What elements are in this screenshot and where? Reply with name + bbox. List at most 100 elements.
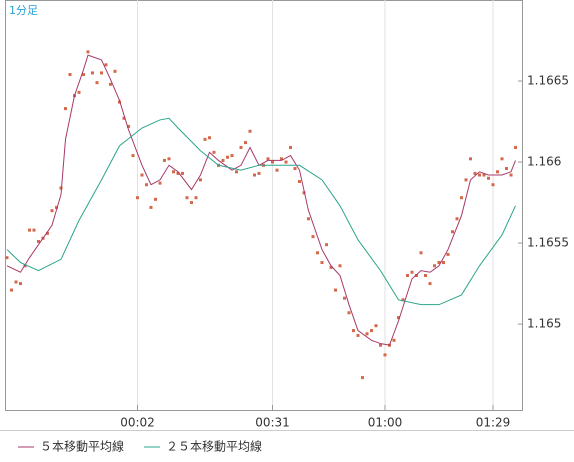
price-dot bbox=[181, 171, 184, 175]
price-dot bbox=[253, 173, 256, 177]
price-dot bbox=[212, 150, 216, 154]
price-dot bbox=[361, 376, 364, 380]
price-dot bbox=[32, 228, 36, 232]
price-dot bbox=[82, 73, 85, 77]
price-dot bbox=[491, 183, 495, 187]
price-dot bbox=[199, 178, 202, 182]
price-dot bbox=[352, 329, 355, 333]
price-dot bbox=[325, 243, 328, 247]
price-dot bbox=[514, 145, 517, 149]
price-dot bbox=[455, 217, 459, 221]
price-dot bbox=[95, 81, 99, 85]
y-tick-label: 1.1655 bbox=[527, 236, 569, 250]
price-dot bbox=[365, 332, 369, 336]
price-dot bbox=[487, 176, 490, 180]
price-dot bbox=[509, 173, 513, 177]
price-dot bbox=[284, 160, 288, 164]
price-dot bbox=[428, 282, 432, 286]
price-dot bbox=[91, 71, 94, 75]
price-dot bbox=[140, 173, 144, 177]
price-dot bbox=[419, 251, 423, 255]
price-dot bbox=[167, 157, 171, 161]
price-dot bbox=[149, 205, 153, 209]
price-dot bbox=[176, 171, 180, 175]
legend-label: ５本移動平均線 bbox=[40, 439, 124, 454]
price-dot bbox=[343, 296, 346, 300]
price-dot bbox=[275, 168, 279, 172]
price-dot bbox=[334, 288, 337, 292]
price-dot bbox=[5, 256, 9, 260]
price-dot bbox=[239, 145, 243, 149]
price-dot bbox=[383, 353, 387, 357]
price-dot bbox=[244, 141, 247, 145]
moving-average-line bbox=[6, 117, 516, 306]
price-dot bbox=[338, 264, 342, 268]
price-dot bbox=[136, 196, 139, 200]
price-dot bbox=[266, 157, 270, 161]
price-dot bbox=[307, 217, 310, 221]
price-dot bbox=[248, 129, 252, 133]
plot-area bbox=[5, 0, 523, 411]
price-dot bbox=[163, 158, 166, 162]
price-dot bbox=[392, 338, 396, 342]
price-dot bbox=[464, 178, 468, 182]
price-dot bbox=[158, 181, 162, 185]
price-dot bbox=[68, 73, 72, 77]
price-dot bbox=[401, 298, 405, 302]
y-tick-label: 1.166 bbox=[527, 155, 561, 169]
price-dot bbox=[374, 324, 378, 328]
price-dot bbox=[104, 63, 108, 67]
price-dot bbox=[280, 157, 283, 161]
price-dot bbox=[500, 157, 504, 161]
price-dot bbox=[100, 71, 103, 75]
price-dot bbox=[185, 196, 189, 200]
chart-title: 1分足 bbox=[9, 4, 38, 17]
price-dot bbox=[316, 251, 319, 255]
price-dot bbox=[190, 201, 193, 205]
price-dot bbox=[505, 167, 508, 171]
price-dot bbox=[460, 196, 463, 200]
price-dot bbox=[235, 170, 238, 174]
price-dot bbox=[46, 231, 49, 235]
price-dot bbox=[37, 239, 40, 243]
price-dot bbox=[410, 270, 414, 274]
price-dot bbox=[64, 107, 67, 111]
price-dot bbox=[370, 329, 373, 333]
price-dot bbox=[469, 157, 472, 161]
price-dot bbox=[145, 183, 148, 187]
price-dot bbox=[482, 173, 486, 177]
x-tick-label: 01:29 bbox=[476, 416, 511, 430]
price-dot bbox=[203, 137, 207, 141]
price-dot bbox=[406, 273, 409, 277]
price-dot bbox=[154, 197, 157, 201]
price-dot bbox=[113, 69, 117, 73]
x-tick-label: 01:00 bbox=[368, 416, 403, 430]
price-dot bbox=[302, 191, 306, 195]
price-dot bbox=[298, 180, 301, 184]
price-dot bbox=[55, 205, 58, 209]
price-dot bbox=[230, 154, 234, 158]
price-dot bbox=[478, 173, 481, 177]
price-dot bbox=[226, 155, 229, 159]
price-dot bbox=[172, 170, 175, 174]
price-dot bbox=[473, 171, 477, 175]
price-dot bbox=[194, 196, 198, 200]
price-dot bbox=[437, 261, 441, 265]
price-dot bbox=[131, 154, 135, 158]
price-dot bbox=[442, 261, 445, 265]
price-dot bbox=[379, 343, 382, 347]
price-dot bbox=[433, 264, 436, 268]
price-dot bbox=[451, 230, 454, 234]
price-dot bbox=[329, 265, 333, 269]
price-dot bbox=[356, 333, 360, 337]
x-tick-label: 00:02 bbox=[120, 416, 155, 430]
price-dot bbox=[496, 170, 499, 174]
price-dot bbox=[293, 167, 297, 171]
price-dot bbox=[109, 82, 112, 86]
price-dot bbox=[257, 171, 261, 175]
price-dot bbox=[415, 273, 418, 277]
price-dot bbox=[28, 228, 31, 232]
x-tick-label: 00:31 bbox=[255, 416, 290, 430]
legend-label: ２５本移動平均線 bbox=[166, 439, 262, 454]
